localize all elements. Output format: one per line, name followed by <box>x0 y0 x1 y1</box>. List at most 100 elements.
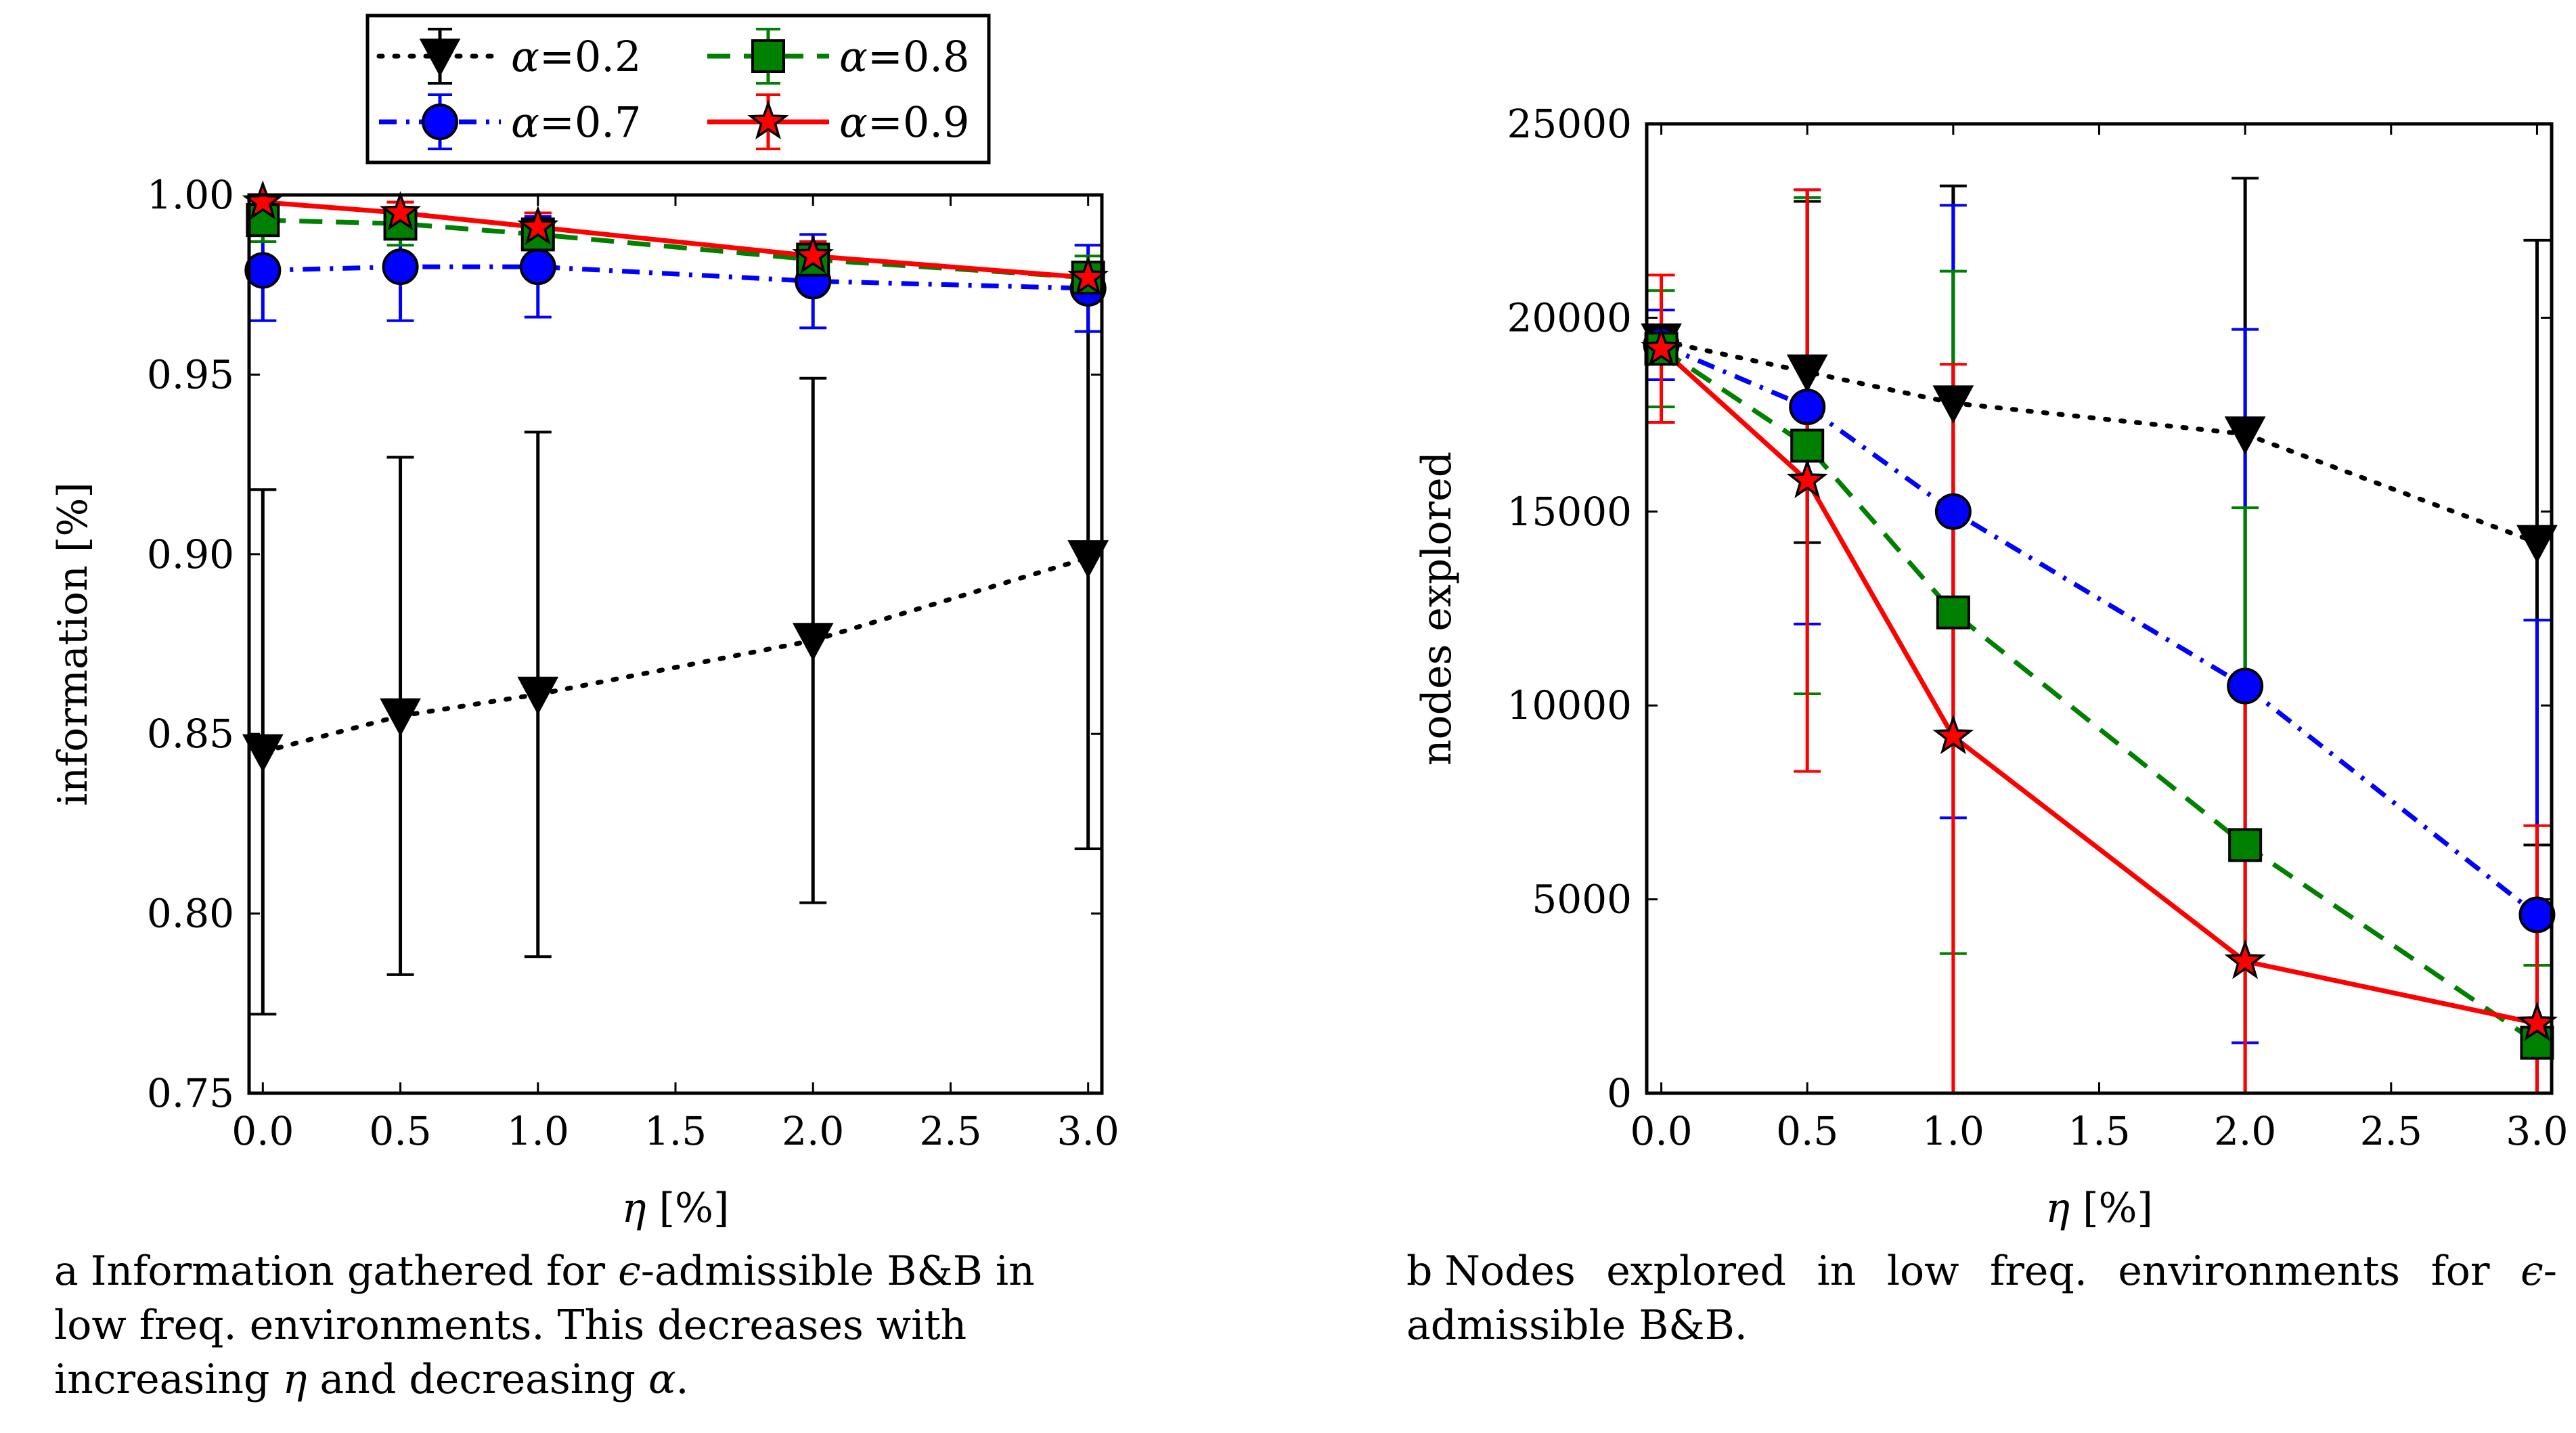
legend-label-value: =0.7 <box>539 97 642 147</box>
plot-frame <box>1645 122 2554 1095</box>
caption-text: Nodes explored in low freq. environments… <box>1444 1248 2521 1295</box>
y-tick-label: 1.00 <box>147 172 234 218</box>
caption-b: b Nodes explored in low freq. environment… <box>1406 1244 2557 1352</box>
legend-item: α=0.7 <box>379 93 641 150</box>
legend: α=0.2α=0.7α=0.8α=0.9 <box>365 14 991 164</box>
data-point <box>1932 714 1974 755</box>
x-tick-label: 1.5 <box>644 1108 707 1154</box>
data-point <box>2518 896 2556 933</box>
y-tick-label: 0 <box>1607 1070 1632 1116</box>
y-axis-label: nodes explored <box>1413 451 1461 766</box>
legend-frame <box>365 14 991 164</box>
data-point <box>242 734 284 772</box>
data-point <box>380 698 421 736</box>
data-point <box>517 676 559 715</box>
legend-label-symbol: α <box>511 32 539 81</box>
series-line <box>263 264 1088 291</box>
x-tick-label: 2.0 <box>2214 1108 2276 1154</box>
data-point <box>1067 540 1109 579</box>
legend-label-value: =0.9 <box>868 97 970 147</box>
legend-label-symbol: α <box>511 97 539 147</box>
legend-item: α=0.2 <box>376 28 641 85</box>
y-tick-label: 15000 <box>1507 489 1632 535</box>
caption-eta: η <box>282 1356 307 1403</box>
legend-marker <box>751 39 785 73</box>
y-tick-label: 0.95 <box>147 351 234 397</box>
data-point <box>2224 416 2266 455</box>
series-layer <box>1647 177 2551 1093</box>
data-point <box>379 191 422 231</box>
x-tick-label: 1.0 <box>1922 1108 1984 1154</box>
data-point <box>517 205 559 245</box>
y-axis-label: information [%] <box>49 482 97 806</box>
legend-label: α=0.7 <box>511 97 641 147</box>
marker-layer <box>242 180 1109 772</box>
series-line <box>260 555 1091 755</box>
marker-layer <box>1640 323 2558 1060</box>
x-tick-label: 2.0 <box>782 1108 844 1154</box>
data-point <box>1789 389 1826 426</box>
x-tick-label: 3.0 <box>2506 1108 2568 1154</box>
chart-panel-b: 0.0 0.5 1.0 1.5 2.0 2.5 3.0 0 5000 10000 15000 2000… <box>1413 101 2569 1232</box>
y-tick-label: 25000 <box>1507 101 1632 147</box>
x-tick-label: 0.5 <box>1776 1108 1838 1154</box>
legend-marker <box>422 104 458 140</box>
series-layer <box>249 195 1102 1016</box>
series-line <box>1660 343 2539 917</box>
data-point <box>1790 428 1825 463</box>
y-tick-label: 0.80 <box>147 891 234 937</box>
y-tick-label: 10000 <box>1507 682 1632 728</box>
data-point <box>2224 939 2266 979</box>
x-axis-label-unit: [%] <box>2070 1185 2153 1232</box>
legend-item: α=0.8 <box>707 28 970 85</box>
data-point <box>2516 525 2558 563</box>
caption-text: Information gathered for <box>90 1248 619 1295</box>
caption-text: . <box>675 1356 689 1403</box>
x-tick-label: 1.5 <box>2068 1108 2130 1154</box>
y-tick-label: 20000 <box>1507 294 1632 340</box>
data-point <box>2227 667 2264 705</box>
legend-label-value: =0.2 <box>539 32 642 81</box>
plot-frame <box>247 193 1104 1095</box>
data-point <box>1786 354 1828 393</box>
x-tick-label: 1.0 <box>507 1108 569 1154</box>
legend-marker <box>419 39 461 77</box>
data-point <box>1936 595 1970 630</box>
data-point <box>2228 828 2263 862</box>
x-tick-label: 2.5 <box>2360 1108 2422 1154</box>
data-point <box>1932 385 1974 424</box>
caption-text: and decreasing <box>307 1356 649 1403</box>
caption-text: -admissible B&B. <box>1406 1248 2557 1349</box>
legend-label: α=0.2 <box>511 32 641 81</box>
series-line <box>1660 347 2539 1045</box>
data-point <box>2520 1026 2554 1060</box>
x-tick-label: 0.0 <box>231 1108 294 1154</box>
x-axis-label: η [%] <box>2045 1185 2153 1232</box>
x-axis-label: η [%] <box>622 1185 730 1232</box>
y-tick-label: 5000 <box>1532 877 1632 923</box>
data-point <box>1934 493 1972 530</box>
x-tick-label: 2.5 <box>919 1108 981 1154</box>
data-point <box>1786 458 1828 498</box>
legend-label-symbol: α <box>839 32 868 81</box>
x-axis-label-symbol: η <box>2045 1185 2070 1232</box>
x-axis-label-symbol: η <box>622 1185 646 1232</box>
chart-panel-a: 0.0 0.5 1.0 1.5 2.0 2.5 3.0 0.75 0.80 0.85 0.90 0.9… <box>49 172 1119 1232</box>
caption-letter: a <box>54 1248 79 1295</box>
x-axis-label-unit: [%] <box>646 1185 730 1232</box>
legend-marker <box>747 100 789 139</box>
legend-label-value: =0.8 <box>868 32 970 81</box>
y-tick-label: 0.85 <box>147 711 234 757</box>
y-tick-label: 0.90 <box>147 531 234 577</box>
caption-letter: b <box>1406 1248 1433 1295</box>
legend-label-symbol: α <box>839 97 868 147</box>
y-tick-label: 0.75 <box>147 1070 234 1116</box>
data-point <box>792 234 834 274</box>
caption-epsilon: ϵ <box>618 1248 641 1295</box>
caption-text: -admissible B&B in low freq. environment… <box>54 1248 1035 1403</box>
legend-item: α=0.9 <box>707 93 970 150</box>
x-tick-label: 0.0 <box>1630 1108 1692 1154</box>
data-point <box>244 252 282 289</box>
caption-epsilon: ϵ <box>2521 1248 2544 1295</box>
